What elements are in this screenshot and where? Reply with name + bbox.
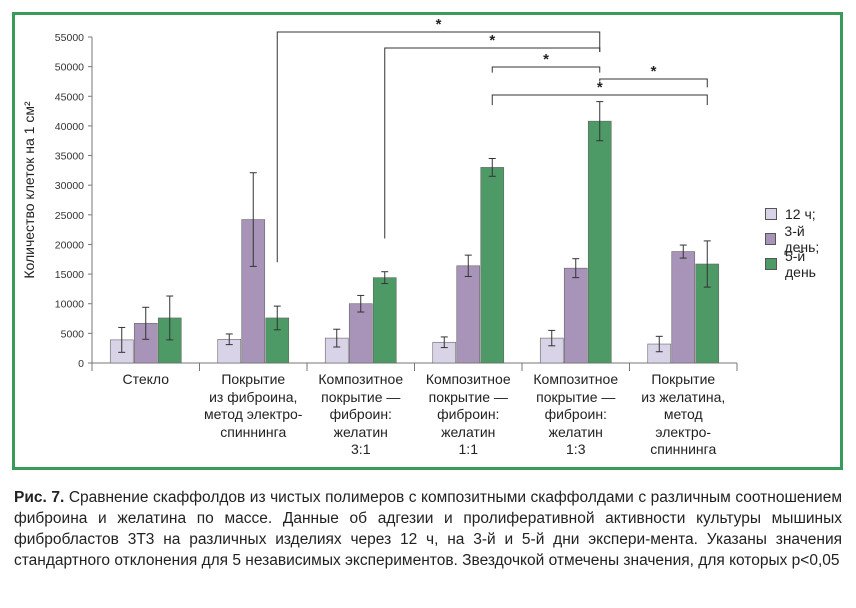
x-category-label-line: из желатина, xyxy=(641,388,726,405)
legend-swatch-day5 xyxy=(765,257,777,270)
x-category-label-line: 1:1 xyxy=(458,441,478,458)
x-category-label-line: фиброин: xyxy=(437,406,500,423)
bar xyxy=(348,303,373,364)
x-category-label-line: 1:3 xyxy=(566,441,586,458)
figure-caption: Рис. 7. Сравнение скаффолдов из чистых п… xyxy=(14,487,842,571)
y-tick-label: 20000 xyxy=(55,239,84,251)
x-category-label: Покрытие из фиброина, метод электро-спинни… xyxy=(199,371,307,441)
x-category-label: Композитное покрытие — фиброин: желатин 3:1 xyxy=(307,371,415,459)
caption-text: Сравнение скаффолдов из чистых полимеров… xyxy=(14,489,842,569)
y-tick-label: 10000 xyxy=(55,299,84,311)
x-category-label: Композитное покрытие — фиброин: желатин 1:1 xyxy=(414,371,522,459)
y-tick-label: 0 xyxy=(78,358,84,370)
x-category-label-line: фиброин: xyxy=(544,406,607,423)
legend-item-day3: 3-й день; xyxy=(765,223,840,255)
y-tick-label: 35000 xyxy=(55,151,84,163)
x-category-label-line: 3:1 xyxy=(351,441,371,458)
bar xyxy=(480,167,505,364)
significance-bracket xyxy=(384,47,601,239)
significance-star: * xyxy=(489,32,495,49)
y-tick-label: 25000 xyxy=(55,210,84,222)
x-category-label-line: желатин xyxy=(441,423,496,440)
significance-bracket xyxy=(491,66,601,73)
y-axis-title: Количество клеток на 1 см² xyxy=(21,101,37,279)
significance-star: * xyxy=(597,79,603,96)
legend-label-day5: 5-й день xyxy=(784,247,816,280)
significance-star: * xyxy=(436,16,442,33)
x-category-label-line: покрытие — xyxy=(321,388,401,405)
x-category-label-line: Покрытие xyxy=(221,371,286,387)
chart-legend: 12 ч; 3-й день; 5-й день xyxy=(765,201,840,280)
legend-item-12h: 12 ч; xyxy=(765,201,840,226)
legend-item-day5: 5-й день xyxy=(765,248,840,280)
x-category-label-line: фиброин: xyxy=(329,406,392,423)
bar xyxy=(671,251,696,364)
y-tick-label: 15000 xyxy=(55,269,84,281)
y-tick-label: 5000 xyxy=(61,328,85,340)
chart-plot: 0 5000 10000 15000 20000 25000 30000 35000 40000… xyxy=(21,16,738,371)
x-category-label-line: спиннинга xyxy=(220,423,287,440)
x-category-label: Стекло xyxy=(92,371,200,389)
caption-label: Рис. 7. xyxy=(14,489,65,506)
x-category-label-line: Композитное xyxy=(425,371,511,387)
x-category-label-line: электро- xyxy=(655,423,712,440)
legend-swatch-12h xyxy=(765,207,777,220)
significance-star: * xyxy=(543,51,549,68)
x-category-label-line: Композитное xyxy=(318,371,404,387)
x-category-label-line: Покрытие xyxy=(651,371,716,387)
significance-bracket xyxy=(491,94,708,106)
x-category-label-line: спиннинга xyxy=(650,441,717,458)
y-tick-label: 40000 xyxy=(55,121,84,133)
significance-bracket xyxy=(276,31,601,263)
y-tick-label: 55000 xyxy=(55,32,84,44)
y-tick-label: 45000 xyxy=(55,91,84,103)
x-category-label-line: покрытие — xyxy=(536,388,616,405)
bar xyxy=(563,267,588,364)
x-category-label-line: из фиброина, xyxy=(209,388,298,405)
x-category-label-line: метод электро- xyxy=(204,406,303,423)
x-category-label-line: желатин xyxy=(333,423,388,440)
legend-label-12h: 12 ч; xyxy=(785,205,816,222)
legend-label-day3: 3-й день; xyxy=(784,222,820,255)
y-tick-label: 50000 xyxy=(55,62,84,74)
x-category-label-line: покрытие — xyxy=(428,388,508,405)
bar xyxy=(587,120,612,364)
significance-bracket xyxy=(599,78,708,88)
x-category-label-line: Стекло xyxy=(122,371,170,387)
bar xyxy=(372,277,397,364)
y-tick-label: 30000 xyxy=(55,180,84,192)
x-category-label: Покрытие из желатина, метод электро-спиннин… xyxy=(629,371,737,459)
legend-swatch-day3 xyxy=(765,232,777,245)
chart-frame: 0 5000 10000 15000 20000 25000 30000 35000 40000… xyxy=(12,12,843,470)
significance-star: * xyxy=(651,63,657,80)
x-category-label-line: метод xyxy=(663,406,703,423)
x-category-label-line: желатин xyxy=(548,423,603,440)
x-category-label: Композитное покрытие — фиброин: желатин 1:3 xyxy=(522,371,630,459)
x-category-label-line: Композитное xyxy=(533,371,619,387)
bar xyxy=(456,265,481,364)
